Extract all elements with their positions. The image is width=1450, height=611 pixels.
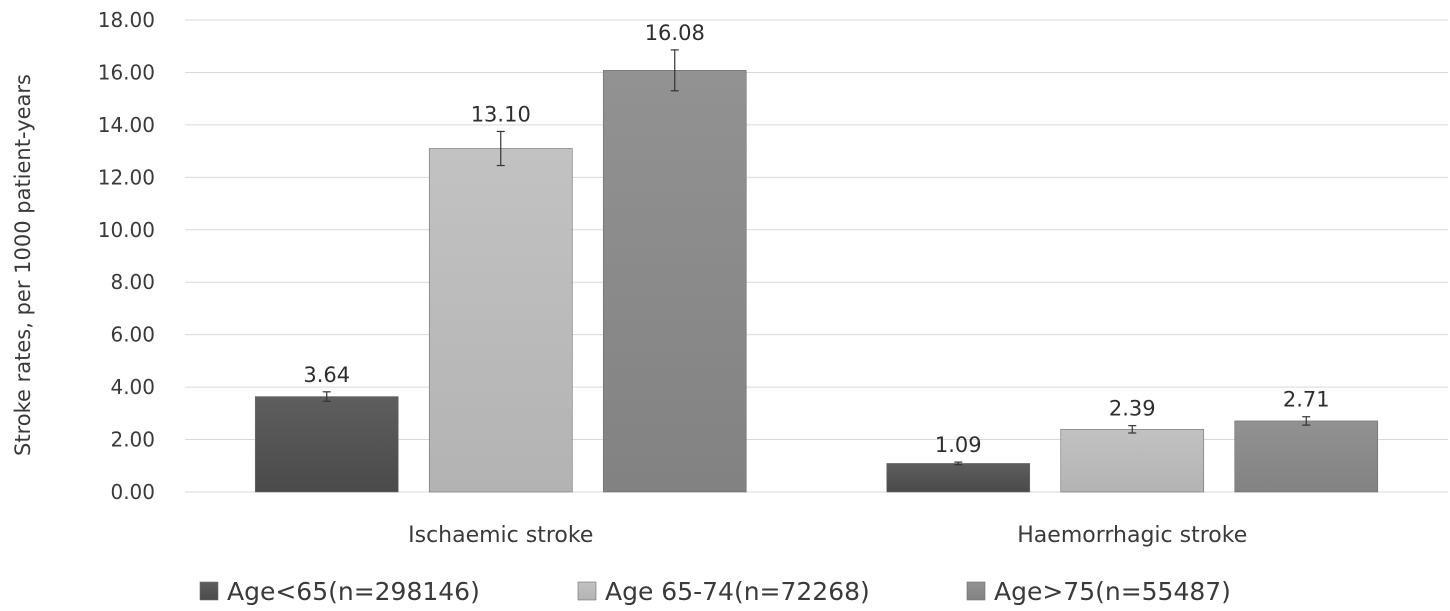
- data-labels: 3.64 13.10 16.08 1.09 2.39 2.71: [303, 21, 1329, 457]
- bar: [1234, 420, 1379, 493]
- legend-swatch: [199, 581, 219, 601]
- error-bar: [1128, 425, 1137, 434]
- error-bar: [322, 391, 331, 402]
- error-bar: [954, 461, 963, 466]
- y-tick-label: 8.00: [110, 270, 155, 294]
- y-tick-label: 0.00: [110, 480, 155, 504]
- bars: [254, 70, 1379, 493]
- y-axis-ticks: 0.00 2.00 4.00 6.00 8.00 10.00 12.00 14.00 16.00…: [98, 8, 155, 504]
- bar: [1060, 429, 1205, 493]
- legend-swatch: [966, 581, 986, 601]
- y-tick-label: 12.00: [98, 165, 155, 189]
- legend-label: Age>75(n=55487): [994, 577, 1231, 606]
- legend-item: Age<65(n=298146): [199, 577, 480, 606]
- data-label: 3.64: [303, 363, 350, 387]
- data-label: 2.39: [1109, 397, 1156, 421]
- y-tick-label: 4.00: [110, 375, 155, 399]
- legend-swatch: [577, 581, 597, 601]
- y-tick-label: 10.00: [98, 218, 155, 242]
- x-category-label: Ischaemic stroke: [408, 523, 593, 548]
- x-category-label: Haemorrhagic stroke: [1017, 523, 1247, 548]
- bar: [428, 148, 573, 493]
- bar: [886, 463, 1031, 493]
- error-bars: [322, 49, 1311, 466]
- x-axis-categories: Ischaemic stroke Haemorrhagic stroke: [408, 523, 1247, 548]
- y-tick-label: 18.00: [98, 8, 155, 32]
- legend-label: Age 65-74(n=72268): [605, 577, 870, 606]
- y-tick-label: 14.00: [98, 113, 155, 137]
- legend: Age<65(n=298146) Age 65-74(n=72268) Age>75…: [199, 577, 1231, 606]
- data-label: 13.10: [471, 102, 531, 126]
- y-axis-title: Stroke rates, per 1000 patient-years: [11, 74, 35, 456]
- legend-item: Age>75(n=55487): [966, 577, 1231, 606]
- error-bar: [1302, 416, 1311, 426]
- bar: [254, 396, 399, 493]
- y-tick-label: 6.00: [110, 323, 155, 347]
- bar: [602, 70, 747, 493]
- data-label: 1.09: [935, 433, 982, 457]
- legend-item: Age 65-74(n=72268): [577, 577, 870, 606]
- y-tick-label: 2.00: [110, 428, 155, 452]
- y-tick-label: 16.00: [98, 60, 155, 84]
- error-bar: [670, 49, 679, 92]
- legend-label: Age<65(n=298146): [227, 577, 480, 606]
- error-bar: [496, 130, 505, 167]
- data-label: 2.71: [1283, 388, 1330, 412]
- data-label: 16.08: [645, 21, 705, 45]
